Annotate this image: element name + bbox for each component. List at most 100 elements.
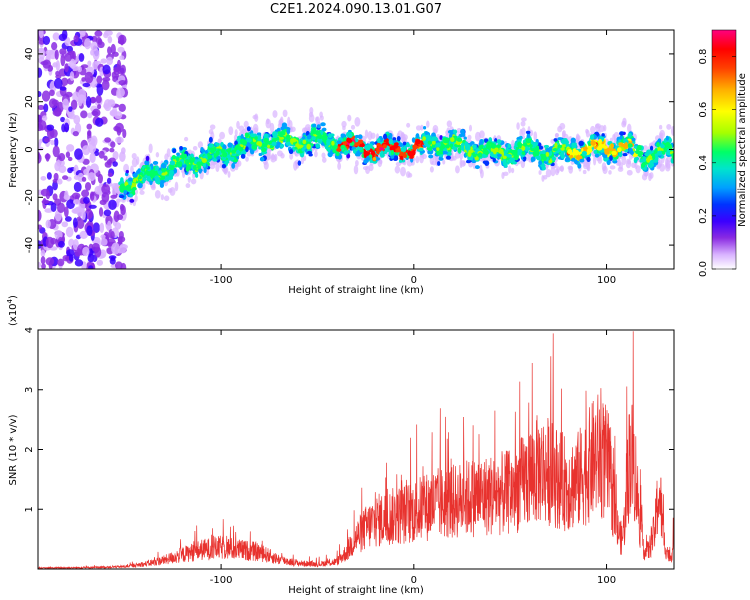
ridge-cell <box>522 142 528 147</box>
noise-cell <box>67 167 73 174</box>
halo-cell <box>659 132 664 137</box>
noise-cell <box>82 82 91 88</box>
noise-cell <box>52 145 60 158</box>
halo-cell <box>287 116 291 127</box>
ridge-cell <box>146 166 150 170</box>
ridge-cell <box>422 125 427 130</box>
ridge-cell <box>486 141 492 146</box>
ridge-cell <box>302 135 306 140</box>
noise-cell <box>41 199 50 204</box>
ridge-cell <box>570 137 576 144</box>
ridge-cell <box>261 147 267 153</box>
ridge-cell <box>137 182 143 189</box>
noise-cell <box>73 181 82 193</box>
halo-cell <box>253 127 259 135</box>
ridge-cell <box>368 154 373 158</box>
ridge-cell <box>617 147 622 153</box>
halo-cell <box>508 165 512 174</box>
ridge-cell <box>479 139 484 145</box>
noise-cell <box>46 172 52 180</box>
ridge-cell <box>131 188 135 195</box>
halo-cell <box>274 153 278 162</box>
noise-cell <box>107 100 116 108</box>
halo-cell <box>130 165 134 174</box>
halo-cell <box>446 120 453 128</box>
ridge-cell <box>388 138 393 145</box>
ridge-cell <box>169 160 176 166</box>
ridge-cell <box>569 154 574 159</box>
halo-cell <box>184 136 189 142</box>
halo-cell <box>407 172 413 178</box>
snr-ytick-label: 4 <box>24 327 35 333</box>
ridge-cell <box>258 152 263 157</box>
ridge-cell <box>317 134 323 140</box>
halo-cell <box>642 145 648 152</box>
halo-cell <box>592 155 597 166</box>
ridge-cell <box>654 148 658 153</box>
halo-cell <box>353 164 359 175</box>
snr-ytick-label: 2 <box>24 446 35 452</box>
ridge-cell <box>490 143 496 149</box>
ridge-cell <box>324 144 329 150</box>
halo-cell <box>415 155 420 164</box>
halo-cell <box>277 150 283 157</box>
ridge-cell <box>335 151 340 157</box>
noise-cell <box>116 59 122 72</box>
halo-cell <box>612 133 616 141</box>
ridge-cell <box>399 155 404 161</box>
ridge-cell <box>326 139 332 146</box>
noise-cell <box>63 122 70 133</box>
ridge-cell <box>589 134 595 140</box>
ridge-cell <box>540 163 546 168</box>
ridge-cell <box>158 170 163 176</box>
ridge-cell <box>657 150 662 156</box>
ridge-cell <box>618 142 624 146</box>
ridge-cell <box>307 138 312 143</box>
ridge-cell <box>340 133 345 139</box>
noise-cell <box>100 58 107 64</box>
ridge-cell <box>398 159 403 163</box>
spectrogram-ytick-label: -20 <box>24 189 35 205</box>
noise-cell <box>103 155 108 161</box>
noise-cell <box>38 91 42 98</box>
colorbar: 0.0 0.2 0.4 0.6 0.8 Normalized spectral ampl… <box>698 29 748 277</box>
noise-cell <box>54 137 59 148</box>
halo-cell <box>622 117 627 126</box>
halo-cell <box>321 152 326 159</box>
noise-cell <box>89 191 95 201</box>
noise-cell <box>56 178 63 185</box>
noise-cell <box>72 238 79 251</box>
noise-cell <box>113 69 120 76</box>
noise-cell <box>62 98 70 111</box>
noise-cell <box>38 138 43 144</box>
noise-cell <box>117 46 125 53</box>
spectrogram-axes: -100 0 100 -40 -20 0 20 40 <box>24 30 674 286</box>
ridge-cell <box>627 143 633 148</box>
halo-cell <box>367 131 373 141</box>
noise-cell <box>95 94 102 104</box>
ridge-cell <box>152 160 159 165</box>
halo-cell <box>582 162 589 170</box>
ridge-cell <box>502 155 507 159</box>
chart-title: C2E1.2024.090.13.01.G07 <box>269 2 443 17</box>
noise-cell <box>87 112 93 119</box>
halo-cell <box>432 124 439 134</box>
spectrogram-ytick-label: -40 <box>24 237 35 253</box>
noise-cell <box>77 218 85 229</box>
ridge-cell <box>144 159 150 166</box>
ridge-cell <box>267 140 273 145</box>
noise-cell <box>41 90 51 102</box>
ridge-cell <box>331 140 335 146</box>
noise-cell <box>116 198 121 203</box>
halo-cell <box>550 166 556 177</box>
ridge-cell <box>146 176 152 182</box>
halo-cell <box>208 129 214 135</box>
halo-cell <box>554 133 560 138</box>
ridge-cell <box>535 154 540 160</box>
ridge-cell <box>395 148 402 153</box>
ridge-cell <box>301 147 305 152</box>
halo-cell <box>215 162 220 173</box>
noise-cell <box>61 221 69 228</box>
ridge-cell <box>184 159 190 165</box>
noise-cell <box>87 142 97 154</box>
